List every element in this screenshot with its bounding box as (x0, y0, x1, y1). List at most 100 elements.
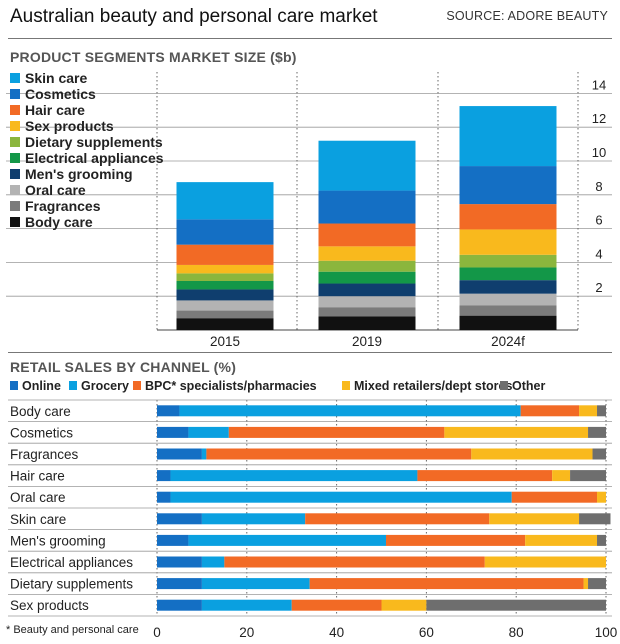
legend-label: Online (22, 379, 61, 393)
bar-fragrances-bpc-specialists-pharmacies (206, 448, 472, 460)
legend-label: Electrical appliances (25, 150, 164, 166)
bar-oral-care-online (157, 491, 171, 503)
legend-swatch (10, 217, 20, 227)
channel-chart-title: RETAIL SALES BY CHANNEL (%) (10, 359, 237, 375)
row-label: Fragrances (10, 447, 79, 462)
x-tick-label: 0 (153, 625, 161, 637)
divider (8, 38, 612, 39)
bar-skin-care-2015 (176, 182, 274, 220)
y-tick-label: 14 (592, 77, 606, 92)
bar-skin-care-2019 (318, 140, 416, 191)
row-label: Dietary supplements (10, 577, 133, 592)
bar-skin-care-other (579, 513, 611, 525)
legend-swatch (10, 89, 20, 99)
bar-cosmetics-other (588, 426, 606, 438)
bar-sex-products-mixed-retailers-dept-stores (381, 599, 427, 611)
bar-electrical-appliances-mixed-retailers-dept-stores (484, 556, 606, 568)
footnote: * Beauty and personal care (6, 624, 139, 636)
legend-swatch (133, 381, 141, 390)
segments-chart-title: PRODUCT SEGMENTS MARKET SIZE ($b) (10, 49, 297, 65)
bar-dietary-supplements-2019 (318, 260, 416, 272)
bar-hair-care-online (157, 470, 171, 482)
bar-skin-care-mixed-retailers-dept-stores (489, 513, 580, 525)
bar-body-care-2019 (318, 316, 416, 330)
y-tick-label: 10 (592, 145, 606, 160)
y-tick-label: 4 (595, 246, 602, 261)
bar-dietary-supplements-bpc-specialists-pharmacies (309, 578, 584, 590)
bar-oral-care-bpc-specialists-pharmacies (511, 491, 598, 503)
bar-dietary-supplements-grocery (201, 578, 310, 590)
bar-dietary-supplements-mixed-retailers-dept-stores (583, 578, 589, 590)
legend-swatch (10, 73, 20, 83)
bar-skin-care-grocery (201, 513, 306, 525)
bar-sex-products-online (157, 599, 202, 611)
legend-label: Grocery (81, 379, 129, 393)
bar-skin-care-bpc-specialists-pharmacies (305, 513, 490, 525)
bar-body-care-other (597, 405, 606, 417)
bar-sex-products-2015 (176, 264, 274, 274)
divider (8, 352, 612, 353)
bar-oral-care-2024f (459, 293, 557, 306)
row-label: Electrical appliances (10, 555, 133, 570)
bar-sex-products-bpc-specialists-pharmacies (291, 599, 382, 611)
bar-electrical-appliances-bpc-specialists-pharmacies (224, 556, 485, 568)
bar-fragrances-mixed-retailers-dept-stores (471, 448, 593, 460)
bar-dietary-supplements-2024f (459, 254, 557, 268)
legend-label: Cosmetics (25, 86, 96, 102)
bar-cosmetics-bpc-specialists-pharmacies (228, 426, 445, 438)
bar-skin-care-online (157, 513, 202, 525)
y-tick-label: 2 (595, 280, 602, 295)
page-title: Australian beauty and personal care mark… (10, 6, 378, 27)
bar-fragrances-2015 (176, 310, 274, 319)
y-tick-label: 6 (595, 213, 602, 228)
legend-label: Body care (25, 214, 93, 230)
bar-oral-care-grocery (170, 491, 512, 503)
bar-fragrances-2024f (459, 305, 557, 316)
bar-electrical-appliances-2019 (318, 271, 416, 284)
bar-oral-care-2019 (318, 296, 416, 308)
bar-cosmetics-2024f (459, 166, 557, 205)
bar-fragrances-online (157, 448, 202, 460)
bar-body-care-grocery (179, 405, 521, 417)
bar-oral-care-2015 (176, 300, 274, 311)
bar-sex-products-other (426, 599, 606, 611)
legend-label: Fragrances (25, 198, 101, 214)
bar-men-s-grooming-2019 (318, 283, 416, 297)
bar-fragrances-other (592, 448, 606, 460)
bar-sex-products-2019 (318, 246, 416, 261)
bar-cosmetics-2019 (318, 190, 416, 224)
y-tick-label: 8 (595, 179, 602, 194)
legend-label: Skin care (25, 70, 87, 86)
bar-body-care-2015 (176, 318, 274, 330)
bar-fragrances-2019 (318, 307, 416, 317)
bar-men-s-grooming-2024f (459, 280, 557, 294)
x-tick-label: 20 (239, 625, 254, 637)
bar-body-care-2024f (459, 315, 557, 330)
legend-swatch (10, 169, 20, 179)
row-label: Men's grooming (10, 533, 106, 548)
legend-swatch (10, 137, 20, 147)
bar-hair-care-2015 (176, 244, 274, 265)
legend-label: Mixed retailers/dept stores (354, 379, 512, 393)
x-tick-label: 2015 (210, 334, 240, 349)
legend-swatch (342, 381, 350, 390)
row-label: Body care (10, 404, 71, 419)
bar-hair-care-other (570, 470, 606, 482)
segments-chart: 2 4 6 8 10 12 14 2015 2019 2024f Skin careCosmetic… (6, 70, 612, 349)
legend-swatch (500, 381, 508, 390)
x-tick-label: 2024f (491, 334, 525, 349)
x-tick-label: 60 (419, 625, 434, 637)
row-label: Cosmetics (10, 425, 73, 440)
legend-swatch (10, 153, 20, 163)
bar-men-s-grooming-online (157, 534, 189, 546)
row-label: Hair care (10, 469, 65, 484)
x-tick-label: 80 (509, 625, 524, 637)
legend-swatch (69, 381, 77, 390)
bar-electrical-appliances-2015 (176, 280, 274, 290)
legend-label: Dietary supplements (25, 134, 163, 150)
bar-cosmetics-mixed-retailers-dept-stores (444, 426, 589, 438)
bar-skin-care-2024f (459, 106, 557, 167)
bar-body-care-mixed-retailers-dept-stores (579, 405, 598, 417)
legend-label: Sex products (25, 118, 114, 134)
bar-dietary-supplements-other (588, 578, 606, 590)
